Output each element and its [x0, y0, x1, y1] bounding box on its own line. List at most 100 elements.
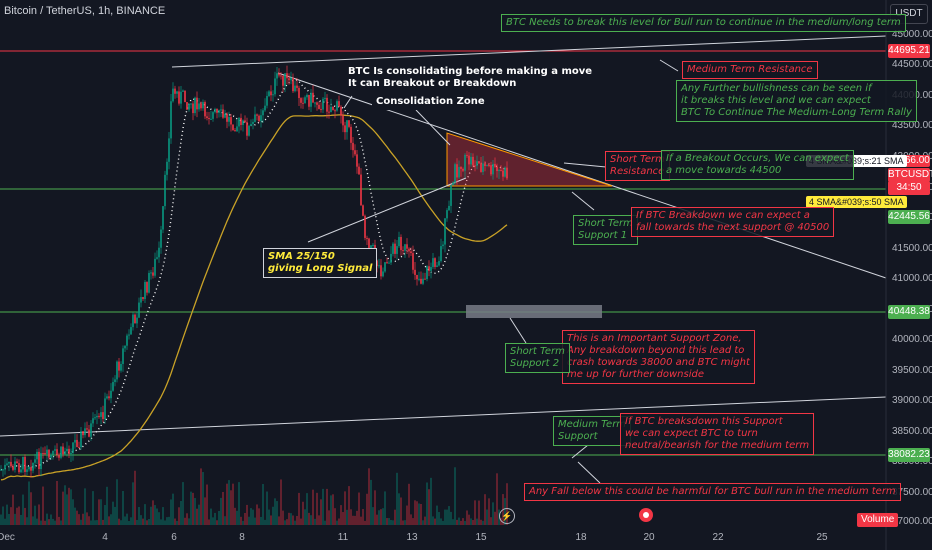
candle-body — [234, 130, 236, 131]
breakdown-note: If BTC Breakdown we can expect a fall to… — [631, 207, 834, 237]
volume-bar — [218, 511, 220, 525]
candle-body — [40, 453, 42, 469]
price-tick: 41500.00 — [892, 243, 932, 254]
candle-body — [302, 103, 304, 104]
candle-body — [50, 455, 52, 458]
volume-bar — [150, 507, 152, 525]
volume-bar — [118, 519, 120, 525]
volume-bar — [210, 509, 212, 525]
candle-body — [362, 205, 364, 215]
candle-body — [212, 112, 214, 119]
candle-body — [416, 275, 418, 279]
candle-body — [58, 455, 60, 458]
candle-body — [424, 279, 426, 280]
volume-label[interactable]: Volume — [857, 513, 898, 527]
short-support-1-note: Short Term Support 1 — [573, 215, 638, 245]
candle-body — [358, 167, 360, 175]
volume-bar — [250, 508, 252, 525]
candle-body — [304, 97, 306, 103]
candle-body — [108, 396, 110, 398]
volume-bar — [176, 521, 178, 525]
support-zone-box — [466, 305, 602, 318]
candle-body — [98, 416, 100, 417]
volume-bar — [264, 520, 266, 525]
volume-bar — [166, 517, 168, 525]
volume-bar — [418, 504, 420, 525]
candle-body — [406, 244, 408, 248]
volume-bar — [174, 519, 176, 525]
candle-body — [204, 102, 206, 116]
volume-bar — [352, 516, 354, 525]
volume-bar — [52, 519, 54, 525]
volume-bar — [96, 520, 98, 525]
candle-body — [360, 175, 362, 206]
volume-bar — [272, 507, 274, 525]
candle-body — [206, 116, 208, 118]
candle-body — [286, 73, 288, 78]
candle-body — [106, 396, 108, 398]
volume-bar — [252, 510, 254, 525]
consolidating-note: BTC Is consolidating before making a mov… — [344, 64, 596, 92]
candle-body — [276, 73, 278, 78]
volume-bar — [434, 519, 436, 525]
candle-body — [166, 162, 168, 175]
candle-body — [242, 120, 244, 125]
volume-bar — [334, 508, 336, 525]
volume-bar — [290, 513, 292, 525]
volume-bar — [438, 512, 440, 525]
candle-body — [498, 170, 500, 171]
volume-bar — [180, 501, 182, 525]
volume-bar — [286, 519, 288, 525]
volume-bar — [16, 508, 18, 525]
volume-bar — [230, 490, 232, 525]
candle-body — [100, 412, 102, 417]
candle-body — [148, 273, 150, 293]
candle-body — [138, 303, 140, 318]
economic-event-icon[interactable] — [639, 508, 653, 522]
volume-bar — [2, 506, 4, 525]
candle-body — [264, 106, 266, 111]
volume-bar — [496, 473, 498, 525]
time-tick: 11 — [338, 532, 348, 543]
volume-bar — [378, 510, 380, 525]
candle-body — [310, 93, 312, 107]
volume-bar — [104, 505, 106, 525]
volume-bar — [102, 520, 104, 525]
candle-body — [388, 263, 390, 264]
candle-body — [258, 116, 260, 121]
short-support-1-line-1: Short Term — [578, 218, 633, 230]
neutral-bearish-line-2: we can expect BTC to turn — [625, 428, 809, 440]
lightning-icon[interactable]: ⚡ — [499, 508, 515, 524]
candle-body — [428, 266, 430, 271]
volume-bar — [100, 499, 102, 525]
candle-body — [292, 78, 294, 91]
price-tick: 38500.00 — [892, 426, 932, 437]
volume-bar — [348, 486, 350, 525]
candle-body — [282, 76, 284, 86]
volume-bar — [70, 489, 72, 525]
candle-body — [34, 459, 36, 462]
candle-body — [486, 165, 488, 166]
volume-bar — [302, 502, 304, 525]
candle-body — [54, 449, 56, 450]
candle-body — [84, 428, 86, 435]
important-support-line-1: This is an Important Support Zone, — [567, 333, 750, 345]
volume-bar — [30, 492, 32, 525]
candle-body — [12, 466, 14, 470]
volume-bar — [406, 506, 408, 525]
candle-body — [190, 103, 192, 104]
support-2-price-label: 40448.38 — [888, 305, 930, 319]
price-tick: 40000.00 — [892, 334, 932, 345]
candle-body — [326, 98, 328, 112]
candle-body — [270, 91, 272, 95]
volume-bar — [80, 520, 82, 525]
candle-body — [144, 282, 146, 299]
symbol-title[interactable]: Bitcoin / TetherUS, 1h, BINANCE — [4, 5, 165, 17]
important-support-line-4: me up for further downside — [567, 369, 750, 381]
candle-body — [378, 265, 380, 266]
candle-body — [18, 463, 20, 472]
volume-bar — [238, 482, 240, 525]
volume-bar — [144, 504, 146, 525]
candle-body — [192, 103, 194, 113]
candle-body — [454, 164, 456, 182]
